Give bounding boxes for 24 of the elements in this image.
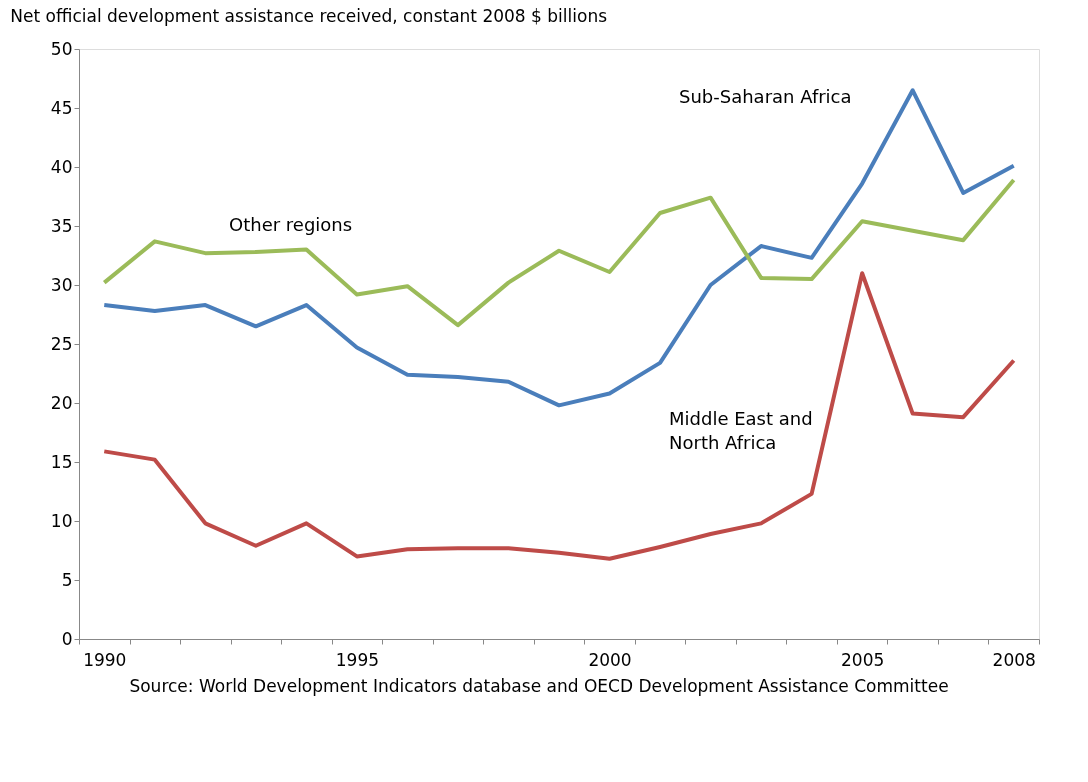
text: Sub-Saharan Africa	[679, 86, 852, 107]
source-note: Source: World Development Indicators database and OECD Development Assistance Committee	[129, 676, 949, 696]
x-tick-label: 1995	[335, 649, 380, 670]
y-tick-label: 25	[50, 333, 73, 354]
line-series	[102, 88, 1016, 408]
y-tick-label: 5	[61, 569, 73, 590]
x-tick-label: 2005	[841, 649, 885, 670]
y-tick-label: 10	[50, 510, 73, 531]
line-series	[102, 271, 1016, 561]
series-label: Middle East and North Africa	[669, 408, 813, 453]
y-tick-label: 0	[61, 628, 73, 649]
y-tick-label: 20	[50, 392, 73, 413]
y-tick-label: 30	[50, 274, 73, 295]
y-tick-label: 45	[50, 97, 73, 118]
x-tick-label: 2000	[588, 649, 632, 670]
y-tick-label: 50	[50, 38, 73, 59]
y-tick-label: 40	[50, 156, 73, 177]
y-tick-label: 35	[50, 215, 73, 236]
x-tick-label: 2008	[992, 649, 1036, 670]
series-label: Other regions	[229, 214, 353, 235]
y-tick-label: 15	[50, 451, 73, 472]
line-series	[102, 177, 1016, 328]
x-tick-label: 1990	[83, 649, 127, 670]
chart-title: Net official development assistance received, constant 2008 $ billions	[10, 6, 608, 26]
